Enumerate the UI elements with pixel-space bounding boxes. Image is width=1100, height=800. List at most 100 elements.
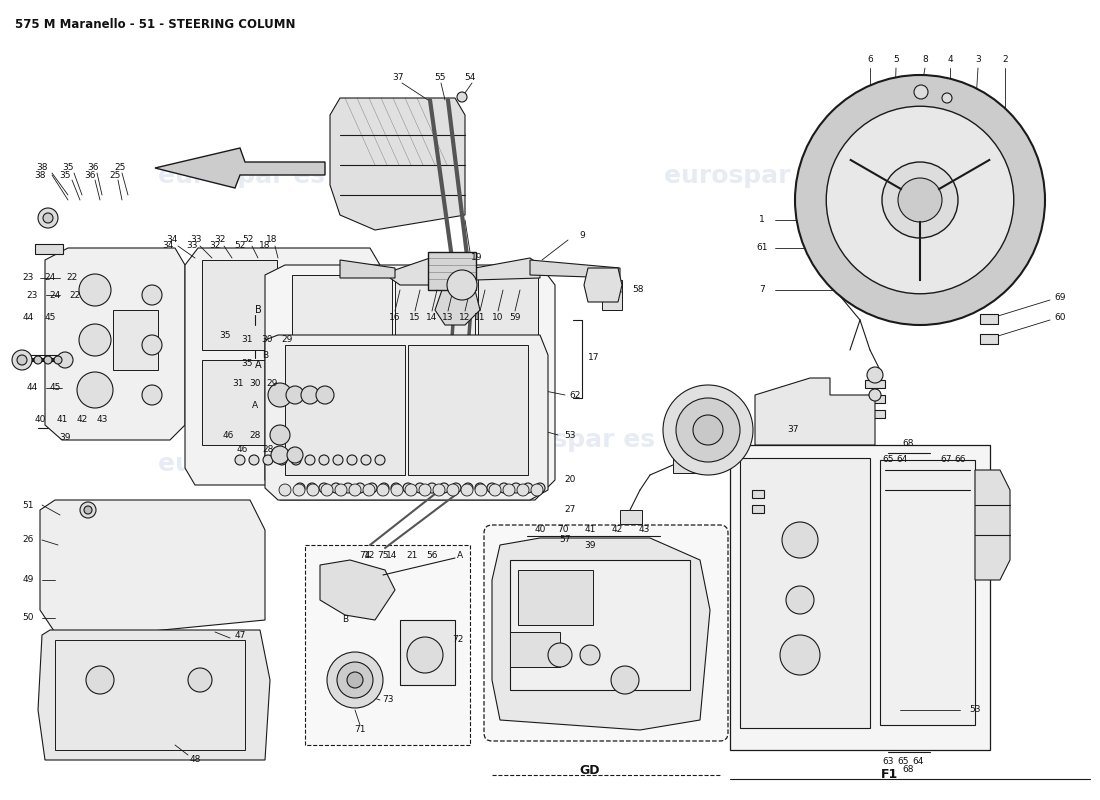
Bar bbox=[400, 620, 455, 685]
Text: 33: 33 bbox=[190, 235, 201, 245]
Text: 35: 35 bbox=[219, 330, 231, 339]
Circle shape bbox=[433, 484, 446, 496]
Circle shape bbox=[86, 666, 114, 694]
Circle shape bbox=[419, 484, 431, 496]
Circle shape bbox=[487, 483, 497, 493]
Text: F1: F1 bbox=[881, 769, 899, 782]
Bar bbox=[752, 505, 764, 513]
Polygon shape bbox=[755, 378, 874, 445]
Polygon shape bbox=[434, 290, 480, 325]
Circle shape bbox=[277, 455, 287, 465]
Circle shape bbox=[57, 352, 73, 368]
Text: 44: 44 bbox=[22, 314, 34, 322]
Text: 48: 48 bbox=[189, 755, 200, 765]
Text: 40: 40 bbox=[34, 415, 46, 425]
Text: 18: 18 bbox=[260, 241, 271, 250]
Text: 75: 75 bbox=[377, 550, 388, 559]
Polygon shape bbox=[975, 470, 1010, 580]
Circle shape bbox=[295, 483, 305, 493]
Text: 51: 51 bbox=[22, 501, 34, 510]
Circle shape bbox=[795, 75, 1045, 325]
Text: 31: 31 bbox=[232, 378, 244, 387]
Circle shape bbox=[942, 93, 952, 103]
Text: 71: 71 bbox=[354, 726, 365, 734]
Text: 61: 61 bbox=[757, 243, 768, 253]
Bar bbox=[980, 314, 998, 324]
Circle shape bbox=[293, 484, 305, 496]
Text: 58: 58 bbox=[632, 286, 644, 294]
Bar bbox=[730, 445, 990, 750]
Polygon shape bbox=[492, 538, 710, 730]
Text: 27: 27 bbox=[564, 506, 575, 514]
Circle shape bbox=[517, 484, 529, 496]
Text: eurospar es: eurospar es bbox=[158, 452, 326, 476]
Bar bbox=[408, 345, 528, 475]
Circle shape bbox=[287, 447, 303, 463]
Polygon shape bbox=[265, 335, 548, 500]
Text: 11: 11 bbox=[474, 314, 486, 322]
Text: 37: 37 bbox=[393, 73, 404, 82]
Text: 41: 41 bbox=[56, 415, 68, 425]
Circle shape bbox=[77, 372, 113, 408]
Text: 39: 39 bbox=[584, 542, 596, 550]
Text: 55: 55 bbox=[434, 73, 446, 82]
Circle shape bbox=[307, 484, 319, 496]
Circle shape bbox=[898, 219, 912, 233]
Circle shape bbox=[346, 455, 358, 465]
Bar bbox=[478, 275, 538, 455]
Polygon shape bbox=[45, 248, 185, 440]
Bar bbox=[865, 395, 886, 403]
Circle shape bbox=[447, 270, 477, 300]
Text: B: B bbox=[342, 615, 348, 625]
Text: 59: 59 bbox=[509, 314, 520, 322]
Text: 10: 10 bbox=[493, 314, 504, 322]
Circle shape bbox=[292, 455, 301, 465]
Circle shape bbox=[268, 383, 292, 407]
Circle shape bbox=[321, 484, 333, 496]
Text: 1: 1 bbox=[759, 215, 764, 225]
Circle shape bbox=[882, 162, 958, 238]
Circle shape bbox=[80, 502, 96, 518]
Circle shape bbox=[447, 484, 459, 496]
Bar bbox=[865, 410, 886, 418]
Text: 19: 19 bbox=[471, 254, 483, 262]
Bar bbox=[620, 510, 642, 524]
Bar bbox=[673, 458, 698, 473]
Text: 43: 43 bbox=[638, 526, 650, 534]
Polygon shape bbox=[468, 258, 540, 280]
Text: 45: 45 bbox=[50, 383, 60, 393]
Bar bbox=[602, 280, 621, 310]
Circle shape bbox=[548, 643, 572, 667]
Text: 15: 15 bbox=[409, 314, 420, 322]
Circle shape bbox=[79, 324, 111, 356]
Text: 64: 64 bbox=[896, 455, 907, 465]
Text: 35: 35 bbox=[59, 170, 70, 179]
Text: 25: 25 bbox=[109, 170, 121, 179]
Text: 47: 47 bbox=[234, 630, 245, 639]
Text: 14: 14 bbox=[427, 314, 438, 322]
Circle shape bbox=[79, 274, 111, 306]
Bar bbox=[428, 252, 476, 290]
Circle shape bbox=[405, 484, 417, 496]
Text: 32: 32 bbox=[214, 235, 225, 245]
Circle shape bbox=[263, 455, 273, 465]
Text: 35: 35 bbox=[241, 358, 253, 367]
Text: 36: 36 bbox=[85, 170, 96, 179]
Text: 575 M Maranello - 51 - STEERING COLUMN: 575 M Maranello - 51 - STEERING COLUMN bbox=[15, 18, 296, 31]
Text: 68: 68 bbox=[902, 766, 914, 774]
Text: 29: 29 bbox=[282, 335, 293, 345]
Circle shape bbox=[44, 356, 52, 364]
Circle shape bbox=[475, 483, 485, 493]
Bar bbox=[876, 102, 884, 108]
Circle shape bbox=[307, 483, 317, 493]
Text: 66: 66 bbox=[955, 455, 966, 465]
Text: 62: 62 bbox=[570, 390, 581, 399]
Text: 68: 68 bbox=[902, 438, 914, 447]
Circle shape bbox=[531, 484, 543, 496]
Text: 23: 23 bbox=[22, 274, 34, 282]
Bar bbox=[810, 243, 832, 255]
Circle shape bbox=[826, 106, 1014, 294]
Circle shape bbox=[503, 484, 515, 496]
Circle shape bbox=[54, 356, 62, 364]
Text: 3: 3 bbox=[975, 55, 981, 65]
